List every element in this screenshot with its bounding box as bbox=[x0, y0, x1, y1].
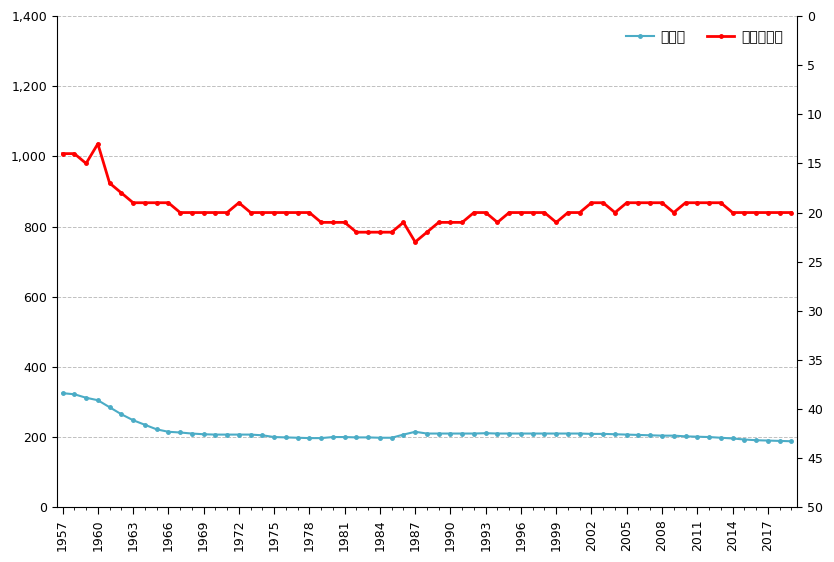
ランキング bbox=[786, 209, 796, 216]
Legend: 学校数, ランキング: 学校数, ランキング bbox=[619, 23, 791, 51]
ランキング bbox=[586, 200, 596, 206]
ランキング bbox=[93, 140, 103, 147]
ランキング bbox=[269, 209, 279, 216]
ランキング bbox=[293, 209, 303, 216]
学校数 bbox=[786, 438, 796, 445]
ランキング bbox=[58, 150, 68, 157]
ランキング bbox=[422, 229, 432, 235]
学校数 bbox=[399, 431, 409, 438]
ランキング bbox=[445, 219, 455, 226]
学校数 bbox=[281, 434, 291, 441]
ランキング bbox=[410, 239, 420, 246]
学校数 bbox=[422, 430, 432, 437]
Line: 学校数: 学校数 bbox=[61, 392, 793, 443]
Line: ランキング: ランキング bbox=[61, 142, 793, 244]
学校数 bbox=[563, 430, 573, 437]
学校数 bbox=[58, 390, 68, 397]
学校数 bbox=[775, 438, 785, 445]
ランキング bbox=[775, 209, 785, 216]
学校数 bbox=[258, 432, 268, 439]
